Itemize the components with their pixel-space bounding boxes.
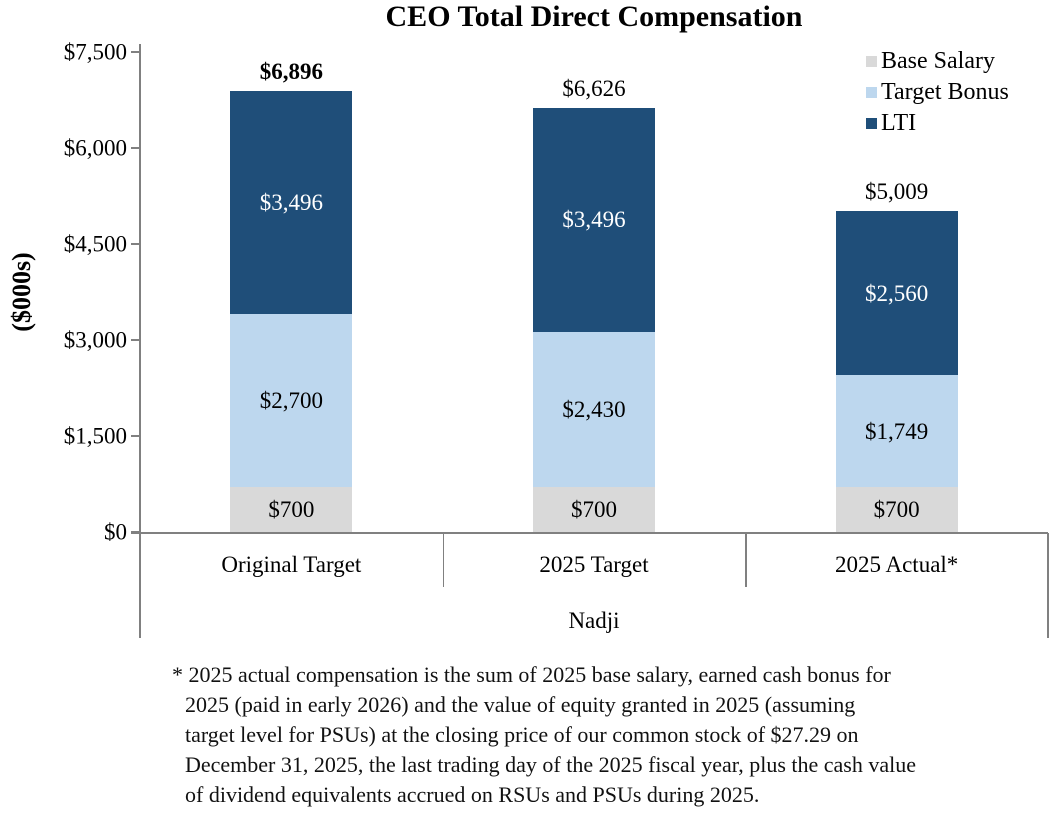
segment-value-label: $700 (571, 497, 617, 523)
legend-label: LTI (881, 110, 917, 136)
bar-total-label: $6,896 (259, 58, 323, 84)
footnote-line: target level for PSUs) at the closing pr… (185, 722, 859, 747)
footnote-line: of dividend equivalents accrued on RSUs … (185, 782, 760, 807)
y-tick-mark (131, 51, 139, 53)
segment-base-salary: $700 (835, 487, 958, 532)
segment-value-label: $2,700 (259, 388, 323, 414)
legend-item: LTI (866, 108, 1009, 139)
y-axis-label: ($000s) (7, 252, 36, 332)
legend-swatch-icon (866, 118, 877, 129)
legend-item: Base Salary (866, 46, 1009, 77)
category-separator (442, 533, 445, 587)
y-tick-label: $4,500 (63, 231, 127, 257)
segment-target-bonus: $2,700 (230, 314, 353, 488)
segment-value-label: $3,496 (259, 190, 323, 216)
category-area-right-border (1047, 533, 1049, 638)
y-tick-label: $6,000 (63, 135, 127, 161)
footnote: * 2025 actual compensation is the sum of… (172, 660, 1044, 810)
bar-1: $6,896 $3,496 $2,700 $700 (230, 59, 353, 532)
legend-label: Target Bonus (881, 79, 1009, 105)
segment-lti: $3,496 (230, 90, 353, 315)
segment-lti: $3,496 (533, 107, 655, 332)
segment-target-bonus: $2,430 (533, 331, 655, 488)
y-tick-label: $3,000 (63, 327, 127, 353)
category-label-2: 2025 Target (539, 552, 649, 577)
segment-value-label: $700 (873, 497, 920, 523)
bar-3: $5,009 $2,560 $1,749 $700 (835, 179, 958, 532)
segment-value-label: $1,749 (865, 418, 929, 444)
legend-swatch-icon (866, 56, 877, 67)
axis-group-label: Nadji (568, 608, 620, 633)
legend-swatch-icon (866, 87, 877, 98)
y-tick-label: $7,500 (63, 39, 127, 65)
category-separator (745, 533, 747, 587)
segment-target-bonus: $1,749 (835, 375, 958, 488)
chart-title: CEO Total Direct Compensation (385, 0, 803, 33)
y-tick-mark (131, 339, 139, 341)
bar-2: $6,626 $3,496 $2,430 $700 (533, 76, 655, 532)
legend-label: Base Salary (881, 48, 995, 74)
y-tick-label: $1,500 (63, 423, 127, 449)
y-tick-label: $0 (104, 519, 127, 545)
y-tick-mark (131, 243, 139, 245)
segment-value-label: $700 (268, 497, 315, 523)
footnote-line: * 2025 actual compensation is the sum of… (172, 662, 891, 687)
x-axis-baseline (131, 532, 1048, 534)
category-label-1: Original Target (221, 552, 362, 577)
segment-value-label: $2,430 (562, 396, 626, 422)
footnote-line: December 31, 2025, the last trading day … (185, 752, 916, 777)
footnote-line: 2025 (paid in early 2026) and the value … (185, 692, 856, 717)
y-tick-mark (131, 147, 139, 149)
segment-value-label: $2,560 (865, 280, 929, 306)
bar-total-label: $6,626 (562, 75, 626, 101)
bar-total-label: $5,009 (865, 179, 929, 205)
segment-value-label: $3,496 (562, 207, 626, 233)
legend: Base Salary Target Bonus LTI (866, 46, 1009, 139)
y-tick-mark (131, 435, 139, 437)
category-label-3: 2025 Actual* (835, 552, 959, 577)
segment-base-salary: $700 (230, 487, 353, 532)
y-axis-line (139, 44, 141, 638)
legend-item: Target Bonus (866, 77, 1009, 108)
segment-lti: $2,560 (835, 211, 958, 376)
segment-base-salary: $700 (533, 487, 655, 532)
